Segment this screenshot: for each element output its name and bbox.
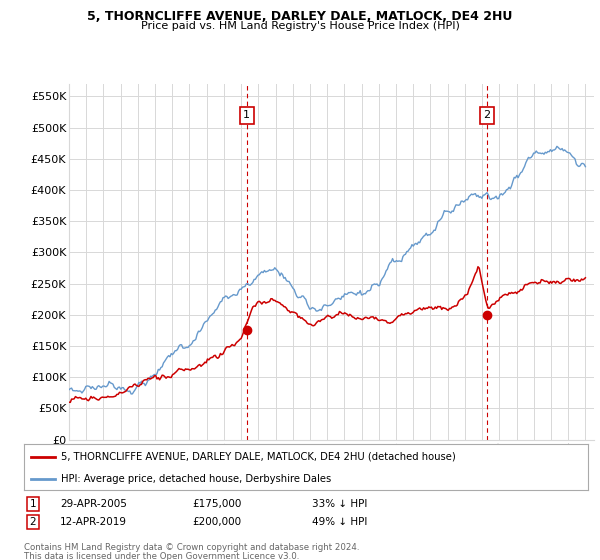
Text: £175,000: £175,000 [192, 499, 241, 509]
Text: This data is licensed under the Open Government Licence v3.0.: This data is licensed under the Open Gov… [24, 552, 299, 560]
Text: Contains HM Land Registry data © Crown copyright and database right 2024.: Contains HM Land Registry data © Crown c… [24, 543, 359, 552]
Text: 2: 2 [484, 110, 490, 120]
Text: 12-APR-2019: 12-APR-2019 [60, 517, 127, 527]
Text: 1: 1 [29, 499, 37, 509]
Text: HPI: Average price, detached house, Derbyshire Dales: HPI: Average price, detached house, Derb… [61, 474, 331, 483]
Text: 29-APR-2005: 29-APR-2005 [60, 499, 127, 509]
Text: 49% ↓ HPI: 49% ↓ HPI [312, 517, 367, 527]
Text: 2: 2 [29, 517, 37, 527]
Text: 33% ↓ HPI: 33% ↓ HPI [312, 499, 367, 509]
Text: 5, THORNCLIFFE AVENUE, DARLEY DALE, MATLOCK, DE4 2HU (detached house): 5, THORNCLIFFE AVENUE, DARLEY DALE, MATL… [61, 452, 455, 462]
Text: 1: 1 [244, 110, 250, 120]
Text: £200,000: £200,000 [192, 517, 241, 527]
Text: 5, THORNCLIFFE AVENUE, DARLEY DALE, MATLOCK, DE4 2HU: 5, THORNCLIFFE AVENUE, DARLEY DALE, MATL… [88, 10, 512, 23]
Text: Price paid vs. HM Land Registry's House Price Index (HPI): Price paid vs. HM Land Registry's House … [140, 21, 460, 31]
